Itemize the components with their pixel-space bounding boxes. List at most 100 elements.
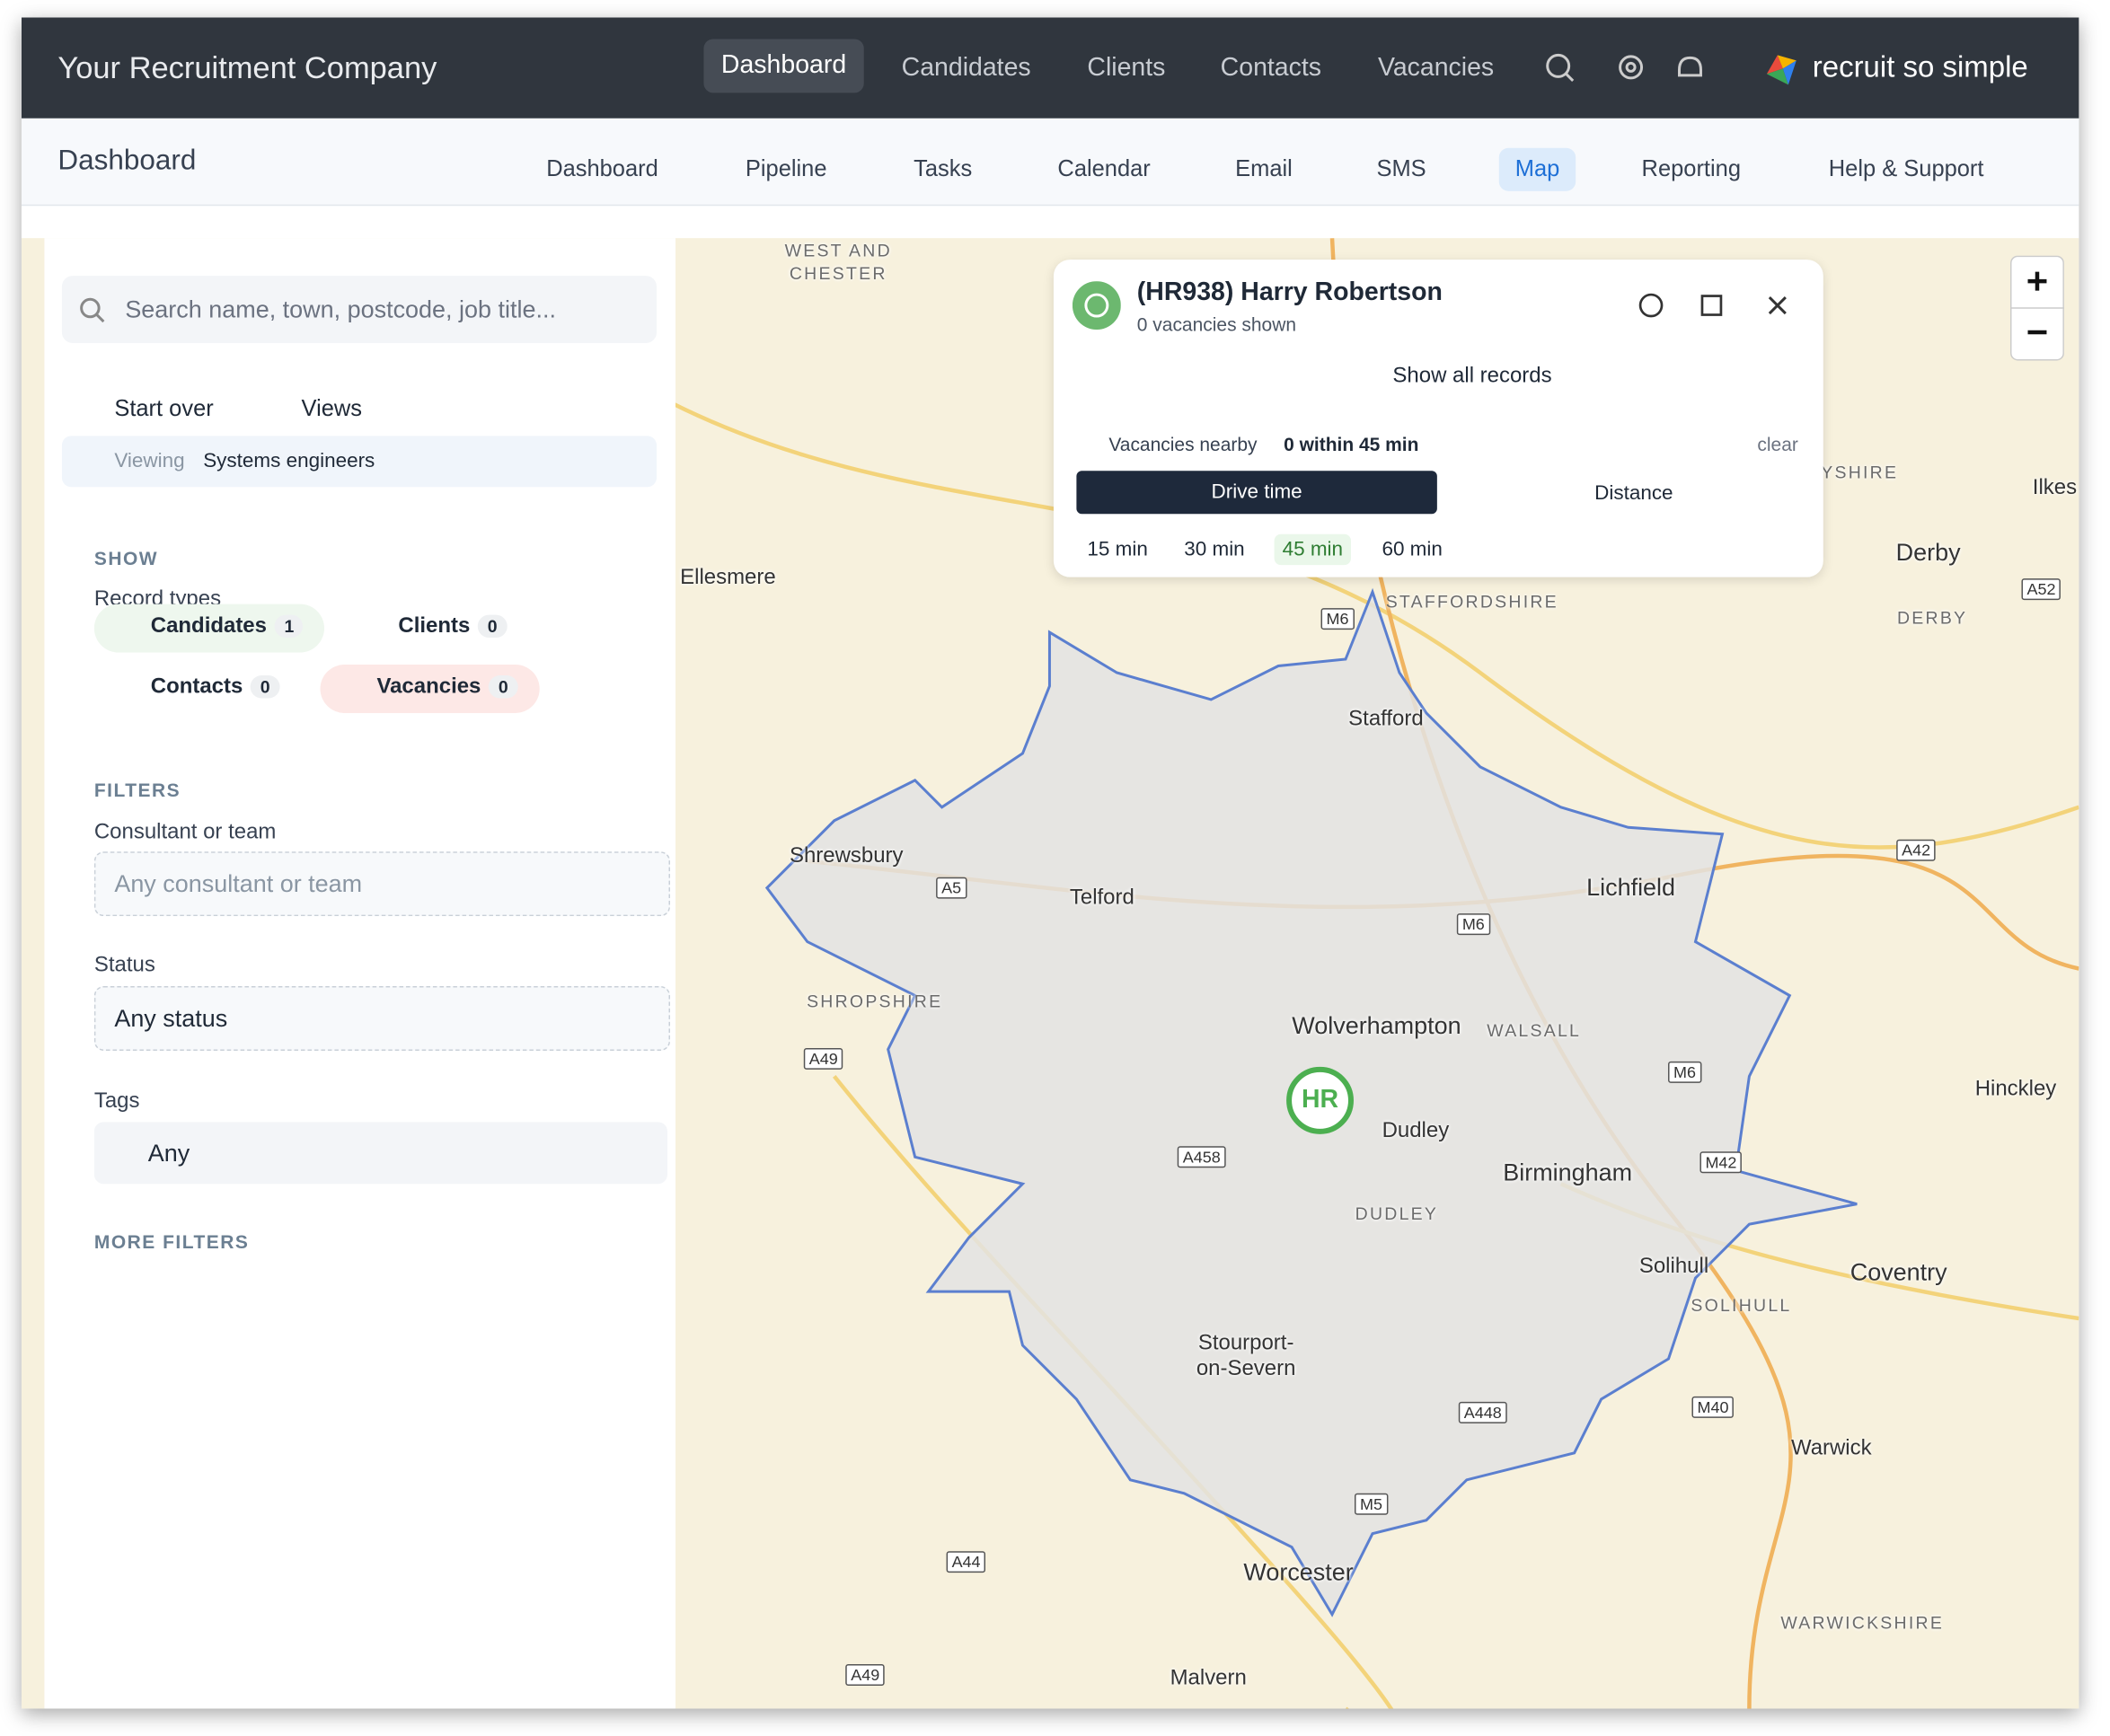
- sub-nav-item[interactable]: Calendar: [1057, 155, 1151, 182]
- road-shield: A458: [1177, 1146, 1226, 1168]
- road-shield: M42: [1699, 1151, 1743, 1174]
- brand-name: recruit so simple: [1812, 49, 2028, 84]
- start-over[interactable]: Start over: [114, 395, 214, 421]
- sub-nav-item[interactable]: Pipeline: [745, 155, 827, 182]
- place-label: Wolverhampton: [1292, 1012, 1461, 1040]
- views[interactable]: Views: [301, 395, 363, 421]
- candidate-marker[interactable]: HR: [1286, 1066, 1354, 1134]
- record-type-chip[interactable]: Clients 0: [341, 604, 529, 653]
- place-label: on-Severn: [1196, 1357, 1296, 1380]
- status-value: Any status: [114, 1005, 228, 1032]
- place-label: Stafford: [1348, 707, 1424, 731]
- place-label: CHESTER: [789, 262, 887, 284]
- road-shield: A448: [1458, 1401, 1507, 1423]
- nav-item[interactable]: Vacancies: [1377, 53, 1495, 83]
- road-shield: M40: [1691, 1396, 1735, 1418]
- road-shield: A44: [946, 1551, 986, 1573]
- record-type-name: Candidates: [150, 614, 267, 639]
- time-option[interactable]: 60 min: [1382, 538, 1443, 561]
- place-label: Ilkes: [2032, 476, 2078, 499]
- record-type-chip[interactable]: Candidates 1: [93, 604, 325, 653]
- record-type-count: 0: [251, 674, 280, 699]
- road-shield: A52: [2021, 578, 2061, 601]
- sidebar: Search name, town, postcode, job title..…: [44, 238, 675, 1709]
- road-shield: M6: [1456, 913, 1490, 936]
- status-select[interactable]: Any status: [93, 986, 671, 1051]
- drive-time-button[interactable]: Drive time: [1076, 471, 1437, 515]
- place-label: Warwick: [1790, 1436, 1872, 1460]
- window: Your Recruitment Company recruit so simp…: [21, 17, 2079, 1709]
- road-shield: M6: [1320, 608, 1355, 630]
- record-subtitle: 0 vacancies shown: [1136, 313, 1297, 336]
- viewing-label: Viewing: [114, 449, 185, 472]
- road-shield: A42: [1896, 839, 1937, 861]
- record-type-chip[interactable]: Contacts 0: [93, 665, 302, 713]
- consultant-value: Any consultant or team: [114, 870, 363, 898]
- place-label: Lichfield: [1586, 873, 1676, 901]
- tags-label: Tags: [93, 1089, 140, 1113]
- sub-nav-item[interactable]: Dashboard: [546, 155, 658, 182]
- place-label: Solihull: [1638, 1255, 1709, 1279]
- time-option[interactable]: 30 min: [1184, 538, 1245, 561]
- search-icon: [80, 297, 105, 323]
- search-box[interactable]: Search name, town, postcode, job title..…: [61, 276, 658, 343]
- place-label: Stourport-: [1197, 1332, 1294, 1355]
- page-title: Dashboard: [57, 145, 197, 177]
- consultant-select[interactable]: Any consultant or team: [93, 851, 671, 917]
- company-name: Your Recruitment Company: [57, 49, 437, 85]
- road-shield: A5: [936, 877, 967, 899]
- place-label: Hinckley: [1974, 1077, 2057, 1101]
- brand-logo: [1766, 55, 1797, 85]
- place-label: Dudley: [1382, 1119, 1450, 1142]
- show-all-records[interactable]: Show all records: [1392, 364, 1552, 388]
- place-label: Ellesmere: [680, 566, 776, 590]
- sub-nav-item[interactable]: Map: [1498, 147, 1576, 191]
- place-label: SOLIHULL: [1691, 1294, 1792, 1316]
- place-label: Birmingham: [1503, 1159, 1633, 1186]
- record-type-name: Clients: [398, 614, 471, 639]
- record-popup: (HR938) Harry Robertson 0 vacancies show…: [1053, 260, 1823, 577]
- sub-nav-item[interactable]: Help & Support: [1828, 155, 1984, 182]
- road-shield: A49: [845, 1664, 886, 1686]
- nav-item[interactable]: Contacts: [1220, 53, 1322, 83]
- record-type-count: 1: [274, 614, 304, 639]
- record-title: (HR938) Harry Robertson: [1136, 278, 1443, 307]
- time-option[interactable]: 15 min: [1087, 538, 1148, 561]
- nav-item[interactable]: Dashboard: [703, 39, 864, 93]
- record-type-count: 0: [478, 614, 508, 639]
- record-type-name: Vacancies: [376, 674, 481, 699]
- sub-nav-item[interactable]: Reporting: [1641, 155, 1741, 182]
- sub-nav-item[interactable]: Tasks: [914, 155, 973, 182]
- place-label: YSHIRE: [1821, 462, 1899, 483]
- place-label: Telford: [1069, 886, 1134, 910]
- nearby-value: 0 within 45 min: [1284, 433, 1419, 455]
- popup-actions[interactable]: [1635, 289, 1797, 322]
- zoom-control[interactable]: [2010, 255, 2064, 361]
- nav-item[interactable]: Clients: [1087, 53, 1166, 83]
- nearby-label: Vacancies nearby: [1108, 433, 1258, 455]
- place-label: WARWICKSHIRE: [1780, 1612, 1945, 1633]
- place-label: Shrewsbury: [789, 844, 904, 868]
- record-type-count: 0: [489, 674, 518, 699]
- nav-item[interactable]: Candidates: [901, 53, 1031, 83]
- record-type-chip[interactable]: Vacancies 0: [320, 665, 540, 713]
- place-label: WALSALL: [1487, 1020, 1582, 1041]
- sub-nav-item[interactable]: SMS: [1376, 155, 1426, 182]
- tags-value: Any: [147, 1139, 190, 1167]
- place-label: DUDLEY: [1355, 1203, 1439, 1224]
- tags-select[interactable]: Any: [93, 1122, 668, 1185]
- place-label: STAFFORDSHIRE: [1385, 591, 1558, 612]
- more-filters[interactable]: MORE FILTERS: [93, 1230, 250, 1253]
- distance-button[interactable]: Distance: [1594, 481, 1673, 505]
- time-option[interactable]: 45 min: [1274, 533, 1352, 566]
- sub-nav-item[interactable]: Email: [1235, 155, 1293, 182]
- show-heading: SHOW: [93, 547, 159, 569]
- search-placeholder: Search name, town, postcode, job title..…: [125, 295, 556, 323]
- top-icons: [1546, 53, 1702, 82]
- road-shield: M6: [1668, 1061, 1701, 1083]
- viewing-value: Systems engineers: [203, 449, 375, 472]
- place-label: DERBY: [1896, 607, 1968, 628]
- place-label: Derby: [1895, 538, 1961, 566]
- clear[interactable]: clear: [1757, 433, 1798, 455]
